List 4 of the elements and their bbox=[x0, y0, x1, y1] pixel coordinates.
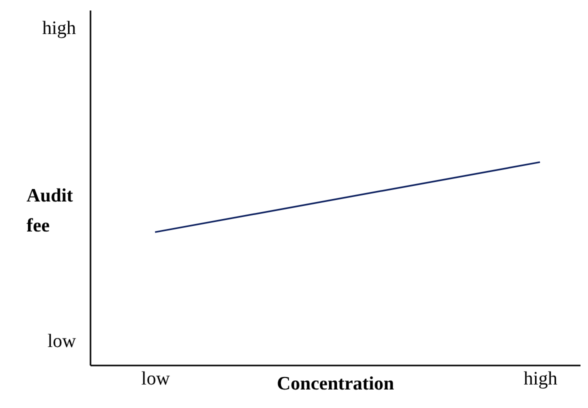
x-axis-title: Concentration bbox=[276, 374, 395, 394]
y-axis-title: Audit fee bbox=[26, 186, 74, 236]
text: high bbox=[42, 18, 76, 39]
text: low bbox=[48, 331, 76, 352]
